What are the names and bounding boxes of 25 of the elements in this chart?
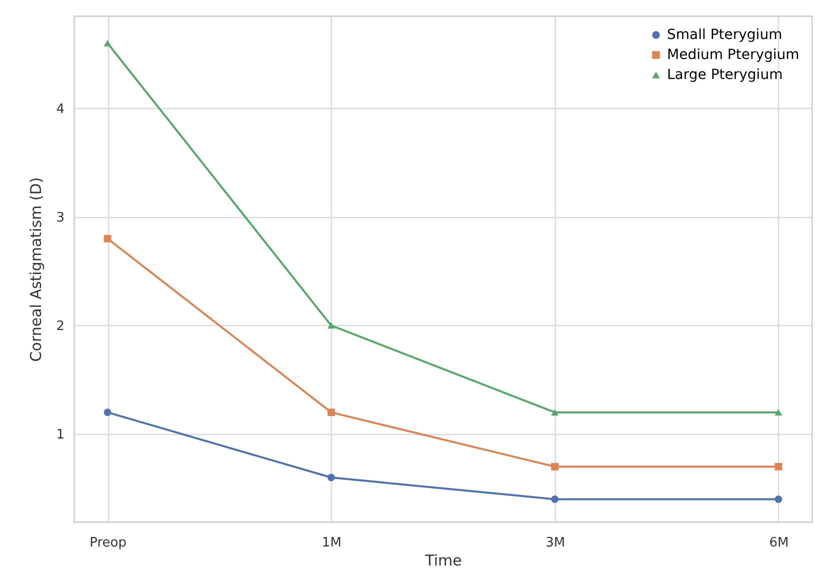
point bbox=[774, 409, 782, 416]
x-tick-label: 1M bbox=[322, 536, 342, 550]
y-tick-label: 4 bbox=[56, 102, 64, 117]
point bbox=[551, 495, 559, 503]
point bbox=[774, 462, 782, 470]
point bbox=[551, 462, 559, 470]
y-tick-label: 3 bbox=[56, 210, 64, 226]
point bbox=[104, 408, 112, 416]
legend-label: Large Pterygium bbox=[667, 67, 783, 83]
y-axis-title: Corneal Astigmatism (D) bbox=[27, 177, 46, 362]
point bbox=[327, 408, 335, 416]
point bbox=[327, 474, 335, 482]
point bbox=[551, 409, 559, 416]
x-tick-label: 6M bbox=[769, 536, 789, 550]
point bbox=[104, 40, 112, 46]
legend-label: Medium Pterygium bbox=[667, 47, 800, 63]
y-tick-label: 2 bbox=[56, 318, 64, 334]
legend-label: Small Pterygium bbox=[667, 27, 782, 43]
point bbox=[774, 495, 782, 503]
x-axis-title: Time bbox=[424, 552, 462, 570]
point bbox=[327, 322, 335, 329]
point bbox=[104, 234, 112, 242]
y-tick-label: 1 bbox=[56, 428, 64, 443]
x-tick-label: Preop bbox=[90, 536, 126, 550]
x-tick-label: 3M bbox=[546, 536, 566, 550]
